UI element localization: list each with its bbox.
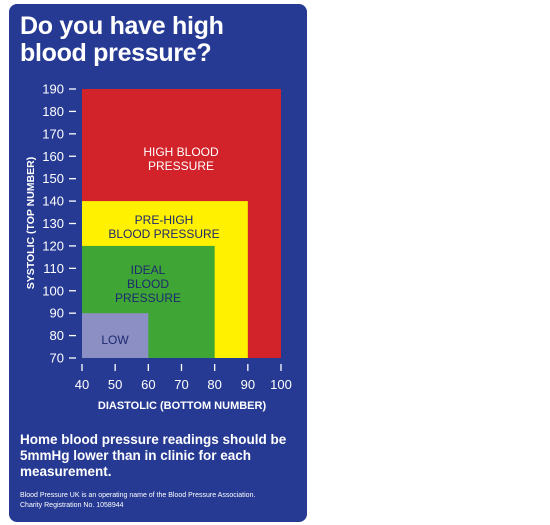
y-tick-label-180: 180 [42, 104, 64, 119]
y-tick-label-140: 140 [42, 194, 64, 209]
y-tick-label-70: 70 [50, 351, 64, 366]
region-label-pre-high-blood-pressure-line-2: BLOOD PRESSURE [108, 227, 219, 241]
region-label-pre-high-blood-pressure-line-1: PRE-HIGH [135, 213, 194, 227]
region-label-high-blood-pressure-line-2: PRESSURE [148, 159, 214, 173]
x-tick-label-80: 80 [207, 377, 221, 392]
page-title: Do you have high blood pressure? [20, 12, 224, 67]
y-tick-label-160: 160 [42, 149, 64, 164]
x-axis-label: DIASTOLIC (BOTTOM NUMBER) [97, 400, 267, 412]
y-tick-label-90: 90 [50, 306, 64, 321]
y-tick-label-120: 120 [42, 238, 64, 253]
y-tick-label-100: 100 [42, 283, 64, 298]
y-tick-label-80: 80 [50, 328, 64, 343]
y-tick-label-110: 110 [43, 261, 64, 276]
x-tick-label-70: 70 [174, 377, 188, 392]
region-label-ideal-blood-pressure-line-1: IDEAL [131, 263, 166, 277]
x-tick-label-50: 50 [108, 377, 122, 392]
y-tick-label-190: 190 [42, 82, 64, 97]
region-low [82, 313, 149, 358]
region-label-ideal-blood-pressure-line-2: BLOOD [127, 277, 169, 291]
x-tick-label-60: 60 [141, 377, 155, 392]
y-tick-label-170: 170 [42, 126, 64, 141]
x-tick-label-90: 90 [241, 377, 255, 392]
footer-line-1: Blood Pressure UK is an operating name o… [20, 492, 256, 499]
home-reading-note: Home blood pressure readings should be 5… [20, 432, 287, 479]
y-tick-label-150: 150 [42, 171, 64, 186]
region-label-low-line-1: LOW [101, 333, 129, 347]
footer: Blood Pressure UK is an operating name o… [20, 491, 300, 511]
y-tick-label-130: 130 [42, 216, 64, 231]
x-tick-label-40: 40 [75, 377, 89, 392]
region-label-ideal-blood-pressure-line-3: PRESSURE [115, 291, 181, 305]
x-tick-label-100: 100 [270, 377, 292, 392]
region-label-high-blood-pressure-line-1: HIGH BLOOD [143, 145, 219, 159]
footer-line-2: Charity Registration No. 1058944 [20, 502, 124, 509]
